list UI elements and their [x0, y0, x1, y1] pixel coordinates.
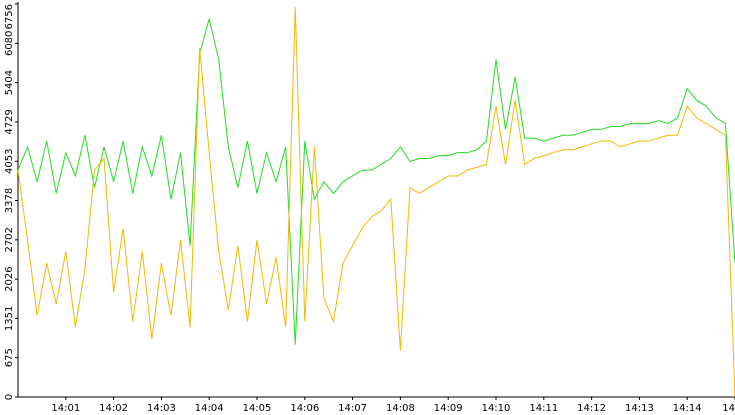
- x-tick-label: 14:11: [529, 403, 558, 414]
- x-tick-label: 14:07: [338, 403, 367, 414]
- y-tick-label: 5404: [4, 70, 15, 95]
- y-tick-label: 6756: [4, 4, 15, 29]
- y-tick-label: 2702: [4, 227, 15, 252]
- x-tick-label: 14:14: [673, 403, 702, 414]
- line-series: [17, 7, 735, 398]
- x-tick-label: 14: [722, 403, 735, 414]
- x-tick-label: 14:01: [51, 403, 80, 414]
- y-tick-label: 4729: [4, 109, 15, 134]
- x-tick-label: 14:12: [577, 403, 606, 414]
- x-tick-label: 14:08: [386, 403, 415, 414]
- y-tick-label: 2026: [4, 266, 15, 291]
- y-tick-label: 675: [4, 348, 15, 367]
- line-series: [17, 18, 735, 345]
- y-tick-label: 4053: [4, 149, 15, 174]
- y-tick-label: 6080: [4, 31, 15, 56]
- y-tick-label: 3378: [4, 188, 15, 213]
- x-tick-label: 14:13: [625, 403, 654, 414]
- x-tick-label: 14:02: [99, 403, 128, 414]
- x-tick-label: 14:06: [290, 403, 319, 414]
- x-tick-label: 14:05: [243, 403, 272, 414]
- x-tick-label: 14:09: [434, 403, 463, 414]
- y-tick-label: 1351: [4, 306, 15, 331]
- x-tick-label: 14:03: [147, 403, 176, 414]
- y-tick-label: 0: [4, 394, 15, 400]
- x-tick-label: 14:10: [482, 403, 511, 414]
- x-tick-label: 14:04: [195, 403, 224, 414]
